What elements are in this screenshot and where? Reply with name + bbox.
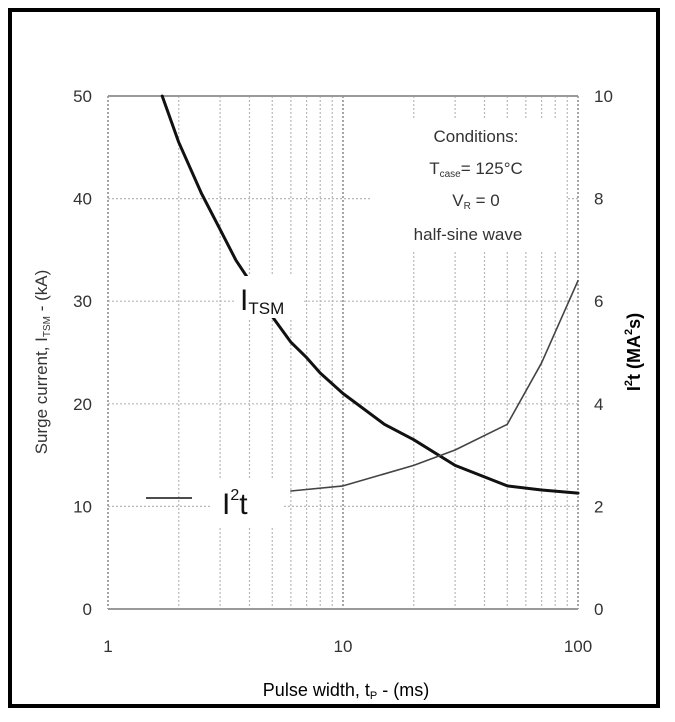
i2t-label: I2t bbox=[222, 487, 248, 521]
i2t-series-label: I2t bbox=[146, 478, 282, 526]
x-tick-label: 1 bbox=[103, 637, 112, 656]
conditions-vr: VR = 0 bbox=[452, 191, 499, 212]
itsm-label-background bbox=[236, 276, 302, 318]
y-tick-label: 10 bbox=[73, 497, 92, 516]
y2-tick-label: 10 bbox=[594, 87, 613, 106]
itsm-series-line bbox=[160, 94, 580, 495]
y-tick-label: 20 bbox=[73, 395, 92, 414]
conditions-heading: Conditions: bbox=[433, 127, 518, 146]
i2t-series-line bbox=[290, 279, 579, 492]
y-tick-label: 50 bbox=[73, 87, 92, 106]
y-tick-label: 30 bbox=[73, 292, 92, 311]
tick-labels: 0 10 20 30 40 50 0 2 4 6 8 10 1 10 100 bbox=[73, 87, 613, 656]
x-tick-label: 100 bbox=[564, 637, 592, 656]
conditions-background bbox=[372, 118, 566, 250]
y2-axis-label: I2t (MA2s) bbox=[623, 313, 644, 391]
i2t-label-background bbox=[212, 478, 282, 526]
y-tick-label: 40 bbox=[73, 190, 92, 209]
y2-tick-label: 0 bbox=[594, 600, 603, 619]
x-tick-label: 10 bbox=[334, 637, 353, 656]
y2-tick-label: 8 bbox=[594, 190, 603, 209]
y2-tick-label: 4 bbox=[594, 395, 603, 414]
x-axis-label: Pulse width, tP - (ms) bbox=[263, 680, 429, 702]
y2-tick-label: 6 bbox=[594, 292, 603, 311]
conditions-box: Conditions: Tcase= 125°C VR = 0 half-sin… bbox=[372, 118, 566, 250]
itsm-series-label: ITSM bbox=[236, 276, 302, 318]
y2-tick-label: 2 bbox=[594, 497, 603, 516]
y-tick-label: 0 bbox=[83, 600, 92, 619]
itsm-label: ITSM bbox=[240, 284, 284, 318]
conditions-tcase: Tcase= 125°C bbox=[429, 159, 523, 180]
conditions-wave: half-sine wave bbox=[414, 225, 523, 244]
y-axis-label: Surge current, ITSM - (kA) bbox=[32, 270, 53, 455]
series-lines bbox=[160, 94, 580, 495]
